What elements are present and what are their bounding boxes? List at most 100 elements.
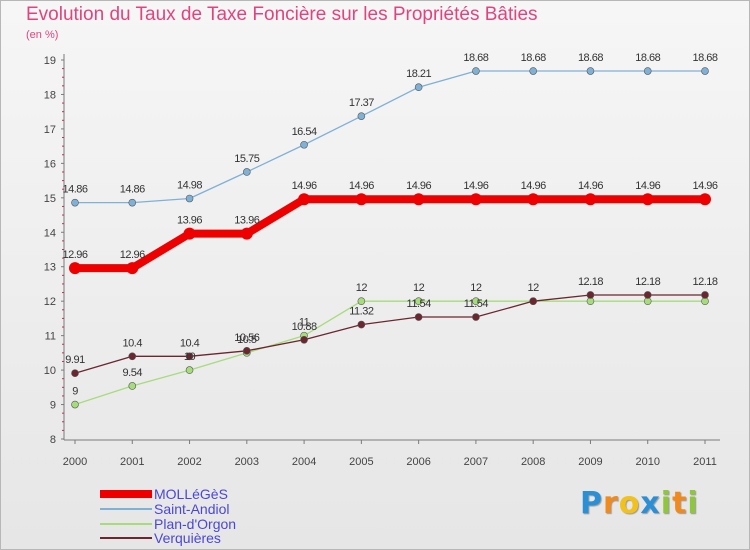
- data-label: 13.96: [234, 215, 259, 227]
- data-point: [128, 382, 137, 390]
- x-tick-label: 2006: [406, 456, 430, 468]
- legend-label: Verquières: [154, 530, 221, 546]
- data-point: [699, 193, 711, 206]
- data-labels: 9 9.54 10 10.5 11 12 12 12 9.91 10.4 10.4 10.56 10.8…: [62, 52, 718, 398]
- data-point: [357, 297, 366, 305]
- data-label: 14.98: [177, 180, 202, 192]
- logo-letter: t: [672, 486, 688, 521]
- data-point: [643, 291, 652, 299]
- data-label: 14.96: [692, 180, 717, 192]
- data-label: 18.68: [463, 52, 488, 64]
- data-point: [469, 193, 482, 206]
- data-point: [355, 193, 368, 206]
- data-label: 12.18: [578, 276, 603, 288]
- data-label: 16.54: [292, 126, 317, 138]
- data-label: 13.96: [177, 215, 202, 227]
- data-point: [243, 346, 251, 355]
- data-point: [701, 291, 709, 299]
- data-point: [472, 297, 480, 305]
- data-label: 10.4: [123, 337, 143, 349]
- x-tick-label: 2003: [235, 456, 259, 468]
- data-point: [414, 313, 423, 321]
- data-point: [472, 313, 480, 321]
- y-tick-label: 19: [44, 55, 56, 67]
- x-tick-label: 2002: [177, 456, 201, 468]
- data-label: 11.54: [464, 298, 489, 310]
- data-point: [586, 291, 595, 299]
- data-label: 18.68: [521, 52, 546, 64]
- x-tick-label: 2009: [578, 456, 602, 468]
- data-point: [240, 227, 253, 240]
- data-label: 10.5: [237, 334, 257, 346]
- data-point: [586, 67, 595, 75]
- series-layer: [69, 67, 711, 409]
- data-label: 18.68: [635, 52, 660, 64]
- data-label: 10.56: [234, 332, 259, 344]
- y-tick-label: 10: [44, 365, 56, 377]
- data-point: [529, 297, 537, 305]
- data-label: 11.32: [349, 306, 374, 318]
- data-label: 12.96: [62, 249, 87, 261]
- x-tick-label: 2000: [63, 456, 87, 468]
- data-point: [357, 320, 366, 329]
- x-tick-label: 2004: [292, 456, 316, 468]
- logo-letter: i: [660, 486, 673, 521]
- data-label: 18.21: [406, 68, 431, 80]
- data-label: 14.96: [406, 180, 431, 192]
- legend-item: Saint-Andiol: [100, 501, 230, 517]
- data-label: 12: [356, 282, 368, 294]
- logo-letter: P: [580, 486, 603, 521]
- logo-letter: o: [618, 486, 641, 521]
- proxiti-logo: Proxiti: [580, 486, 699, 521]
- x-tick-label: 2005: [349, 456, 373, 468]
- y-tick-label: 13: [44, 262, 56, 274]
- x-tick-label: 2007: [464, 456, 488, 468]
- logo-letter: r: [603, 486, 619, 521]
- y-tick-label: 17: [44, 124, 56, 136]
- data-label: 12.18: [692, 276, 717, 288]
- x-tick-label: 2008: [521, 456, 545, 468]
- data-point: [183, 227, 196, 240]
- chart-title: Evolution du Taux de Taxe Foncière sur l…: [26, 4, 538, 25]
- data-label: 11: [299, 317, 310, 329]
- y-tick-label: 16: [44, 158, 56, 170]
- data-point: [414, 297, 423, 305]
- legend-swatch: [100, 508, 152, 510]
- data-label: 11.54: [407, 298, 432, 310]
- logo-letter: x: [640, 486, 661, 521]
- data-label: 14.96: [349, 180, 374, 192]
- series-line: [74, 300, 705, 406]
- data-label: 14.96: [292, 180, 317, 192]
- data-point: [128, 198, 137, 207]
- series-line: [75, 70, 705, 204]
- legend-label: Plan-d'Orgon: [154, 516, 237, 532]
- data-label: 18.68: [578, 52, 603, 64]
- data-label: 14.96: [635, 180, 660, 192]
- data-label: 10: [184, 351, 196, 363]
- data-point: [357, 112, 366, 120]
- data-label: 12.18: [635, 276, 660, 288]
- data-label: 14.86: [120, 184, 145, 196]
- data-point: [69, 262, 81, 275]
- legend-label: Saint-Andiol: [154, 501, 230, 517]
- data-point: [126, 262, 139, 275]
- data-label: 14.96: [521, 180, 546, 192]
- data-label: 14.96: [578, 180, 603, 192]
- data-point: [71, 198, 79, 207]
- y-tick-label: 8: [50, 434, 56, 446]
- data-point: [300, 335, 308, 344]
- data-point: [185, 194, 194, 203]
- y-tick-label: 14: [44, 227, 56, 239]
- data-label: 17.37: [349, 97, 374, 109]
- data-point: [414, 83, 423, 92]
- legend-swatch: [100, 523, 152, 525]
- data-label: 12: [413, 282, 425, 294]
- axes: 8 9 10 11 12 13 14 15 16 17 18 19 2000 2001 2002 2003 20…: [44, 54, 720, 468]
- data-label: 9.54: [123, 367, 143, 379]
- data-label: 18.68: [692, 52, 717, 64]
- data-label: 12: [470, 282, 482, 294]
- legend-swatch: [100, 490, 152, 498]
- unit-label: (en %): [26, 29, 59, 41]
- data-point: [185, 352, 194, 361]
